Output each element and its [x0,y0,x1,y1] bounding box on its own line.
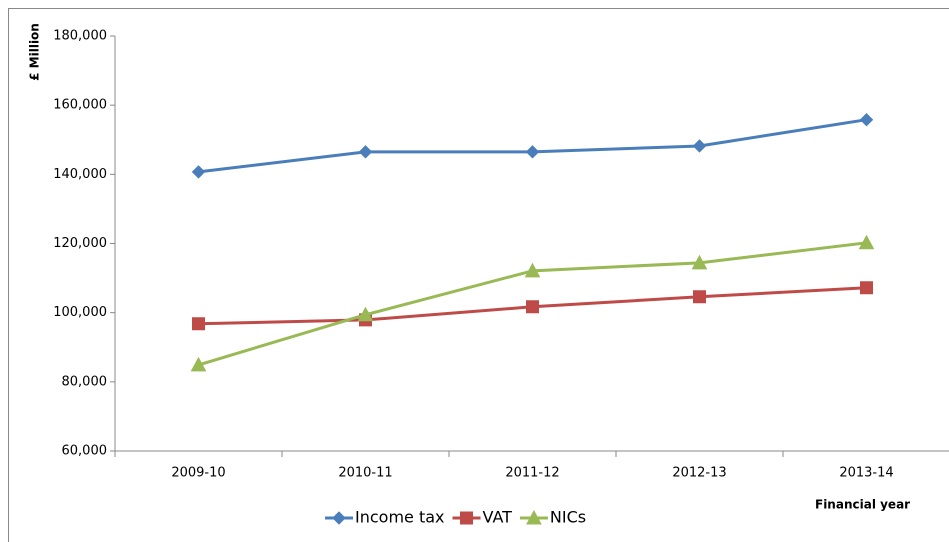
data-point [858,234,875,250]
data-point [691,254,708,270]
y-tick-label: 60,000 [62,444,108,459]
y-tick-label: 140,000 [53,167,107,182]
data-point [357,306,374,322]
data-point [190,356,207,372]
legend-marker [460,511,474,525]
data-point [526,300,539,314]
legend-label: Income tax [355,508,445,527]
x-axis-title: Financial year [815,498,910,512]
legend-label: NICs [550,508,586,527]
y-tick-label: 180,000 [53,29,107,44]
data-point [692,139,707,153]
data-point [860,281,873,295]
y-tick-label: 120,000 [53,236,107,251]
y-tick-label: 80,000 [62,374,108,389]
data-point [191,165,206,179]
x-tick-label: 2013-14 [839,466,893,481]
data-point [192,317,205,331]
y-tick-label: 100,000 [53,305,107,320]
x-tick-label: 2010-11 [338,466,392,481]
x-tick-label: 2009-10 [171,466,225,481]
y-tick-label: 160,000 [53,98,107,113]
legend-label: VAT [483,508,513,527]
data-point [693,290,706,304]
data-point [358,145,373,159]
legend-marker [332,511,346,525]
chart-border [8,8,949,542]
x-tick-label: 2011-12 [505,466,559,481]
data-point [524,262,541,278]
legend-marker [526,509,542,525]
data-point [859,112,874,127]
x-tick-label: 2012-13 [672,466,726,481]
y-axis-title: £ Million [28,23,42,81]
data-point [525,145,540,159]
